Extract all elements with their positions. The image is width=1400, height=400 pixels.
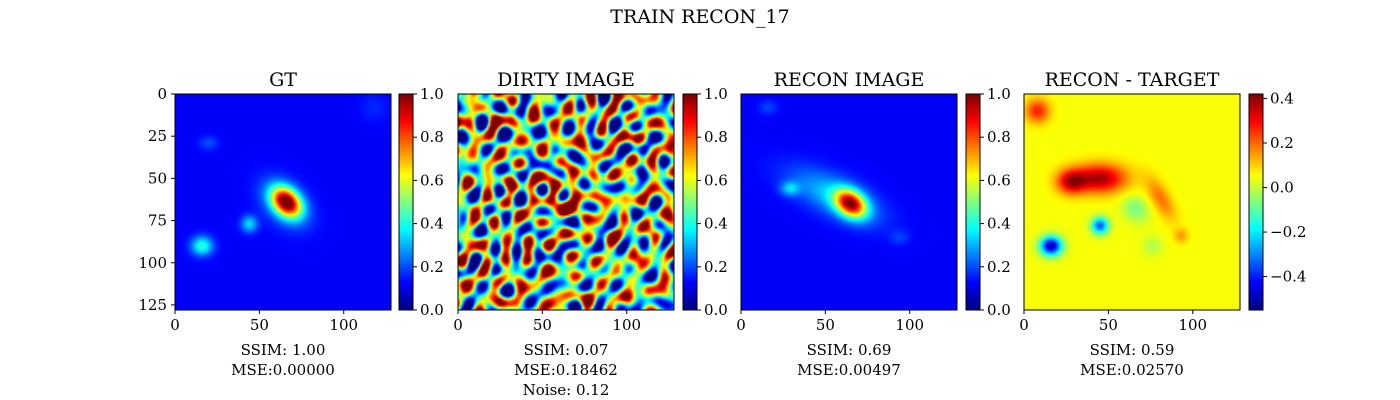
colorbar-tick-label: 0.0 [987, 301, 1011, 319]
y-tick-label: 125 [138, 296, 167, 314]
panel-caption-line: MSE:0.02570 [1080, 361, 1184, 379]
axes-frame [457, 93, 675, 311]
colorbar-tick-label: 0.8 [420, 128, 444, 146]
panel: DIRTY IMAGE 0 50 100 0.0 0.2 0.4 0.6 0.8 1.0 SSIM:… [453, 69, 728, 399]
x-tick-label: 100 [612, 316, 641, 334]
heatmap-image [458, 94, 674, 310]
colorbar-tick-label: 1.0 [987, 85, 1011, 103]
panel-caption-line: SSIM: 0.69 [807, 341, 892, 359]
heatmap-image [741, 94, 957, 310]
heatmap-image [175, 94, 391, 310]
panel: GT 0 50 100 0 25 50 75 100 125 0.0 0.2 0.4 0.6 0.8 1.0 S… [138, 69, 444, 379]
panels: GT 0 50 100 0 25 50 75 100 125 0.0 0.2 0.4 0.6 0.8 1.0 S… [138, 69, 1306, 399]
colorbar-tick-label: 0.0 [704, 301, 728, 319]
panel-title: RECON IMAGE [774, 69, 925, 91]
colorbar-tick-label: 1.0 [704, 85, 728, 103]
colorbar-tick-label: 0.0 [1270, 179, 1294, 197]
colorbar-tick-label: 0.4 [987, 215, 1011, 233]
colorbar-frame [1248, 93, 1264, 311]
panel-caption-line: MSE:0.00497 [797, 361, 901, 379]
colorbar-tick-label: 0.6 [704, 171, 728, 189]
colorbar-gradient [399, 94, 413, 310]
panel: RECON IMAGE 0 50 100 0.0 0.2 0.4 0.6 0.8 1.0 SSIM:… [736, 69, 1011, 379]
colorbar-tick-label: 0.6 [987, 171, 1011, 189]
colorbar-tick-label: 0.8 [987, 128, 1011, 146]
colorbar-tick-label: 0.2 [420, 258, 444, 276]
colorbar-tick-label: 1.0 [420, 85, 444, 103]
panel-caption-line: Noise: 0.12 [523, 381, 610, 399]
x-tick-label: 0 [453, 316, 463, 334]
x-tick-label: 50 [533, 316, 552, 334]
colorbar-tick-label: 0.4 [420, 215, 444, 233]
panel: RECON - TARGET 0 50 100 −0.4 −0.2 0.0 0.2 0.4 SSI… [1019, 69, 1306, 379]
axes-frame [174, 93, 392, 311]
panel-title: GT [269, 69, 297, 91]
x-tick-label: 0 [1019, 316, 1029, 334]
panel-caption-line: SSIM: 1.00 [241, 341, 326, 359]
x-tick-label: 100 [1178, 316, 1207, 334]
colorbar-tick-label: 0.4 [1270, 89, 1294, 107]
axes-frame [1023, 93, 1241, 311]
x-tick-label: 50 [816, 316, 835, 334]
y-tick-label: 25 [148, 127, 167, 145]
colorbar-tick-label: −0.2 [1270, 223, 1306, 241]
x-tick-label: 100 [329, 316, 358, 334]
panel-caption-line: SSIM: 0.59 [1090, 341, 1175, 359]
y-tick-label: 0 [157, 85, 167, 103]
x-tick-label: 0 [170, 316, 180, 334]
panel-caption-line: SSIM: 0.07 [524, 341, 609, 359]
y-tick-label: 100 [138, 254, 167, 272]
colorbar-frame [398, 93, 414, 311]
colorbar-tick-label: 0.2 [1270, 134, 1294, 152]
axes-frame [740, 93, 958, 311]
colorbar-tick-label: 0.8 [704, 128, 728, 146]
panel-caption-line: MSE:0.18462 [514, 361, 618, 379]
colorbar-tick-label: 0.2 [987, 258, 1011, 276]
colorbar-gradient [683, 94, 697, 310]
colorbar-gradient [1249, 94, 1263, 310]
colorbar-tick-label: 0.4 [704, 215, 728, 233]
y-tick-label: 50 [148, 169, 167, 187]
colorbar-tick-label: 0.0 [420, 301, 444, 319]
colorbar-frame [682, 93, 698, 311]
panel-title: DIRTY IMAGE [497, 69, 635, 91]
colorbar-tick-label: 0.6 [420, 171, 444, 189]
colorbar-tick-label: −0.4 [1270, 268, 1306, 286]
x-tick-label: 50 [250, 316, 269, 334]
x-tick-label: 0 [736, 316, 746, 334]
figure-suptitle: TRAIN RECON_17 [610, 6, 789, 28]
colorbar-tick-label: 0.2 [704, 258, 728, 276]
y-tick-label: 75 [148, 212, 167, 230]
panel-title: RECON - TARGET [1045, 69, 1220, 91]
heatmap-image [1024, 94, 1240, 310]
panel-caption-line: MSE:0.00000 [231, 361, 335, 379]
colorbar-gradient [966, 94, 980, 310]
x-tick-label: 100 [895, 316, 924, 334]
colorbar-frame [965, 93, 981, 311]
x-tick-label: 50 [1099, 316, 1118, 334]
